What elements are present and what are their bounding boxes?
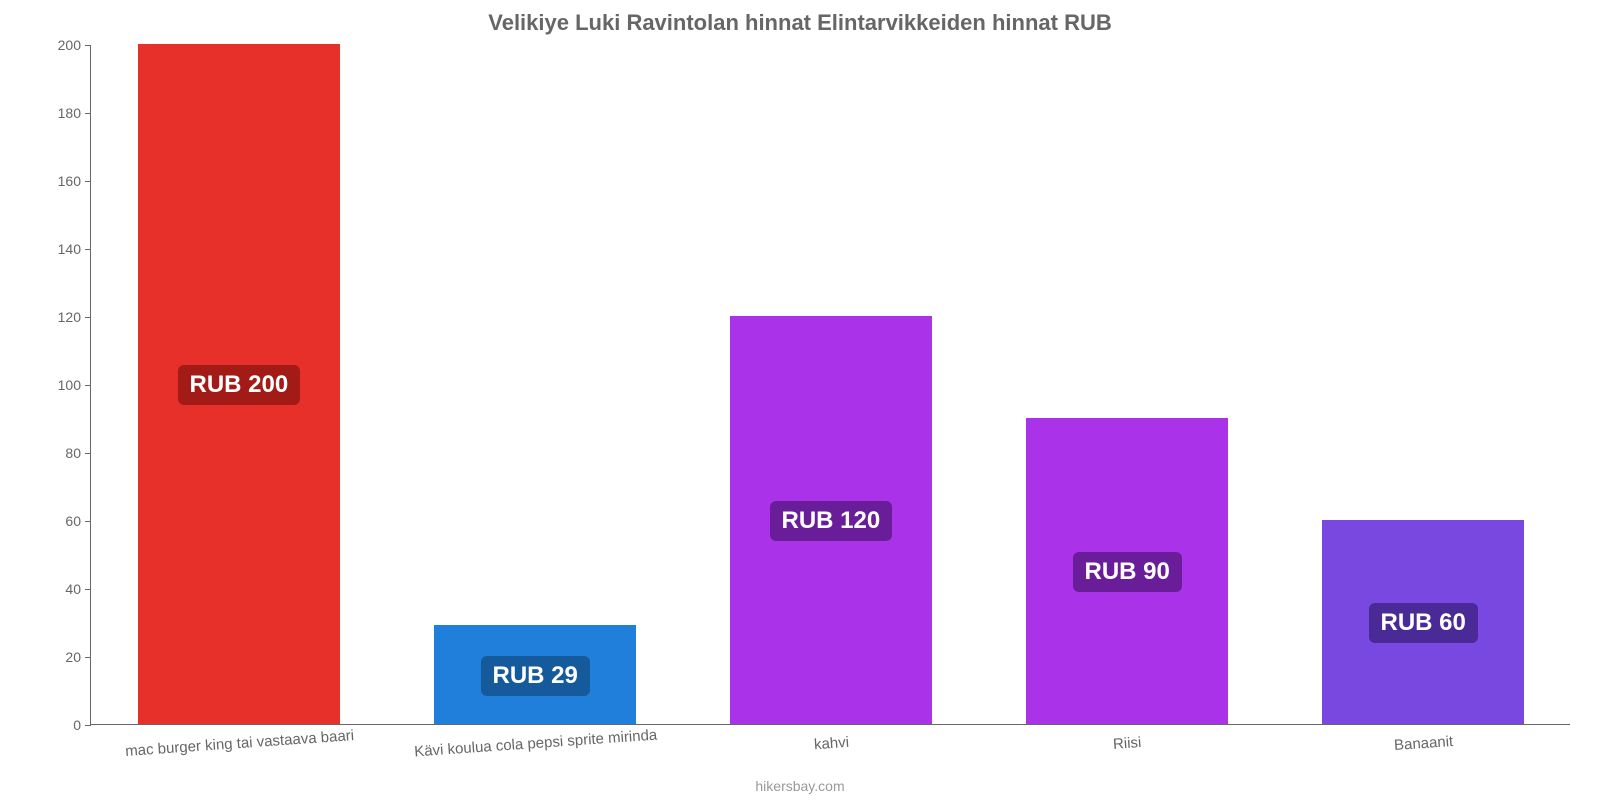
y-tick-label: 20 [65,649,81,665]
y-tick-label: 0 [73,717,81,733]
y-tick-mark [85,317,91,318]
y-tick-mark [85,181,91,182]
y-tick-label: 60 [65,513,81,529]
bar-value-label: RUB 29 [481,656,590,696]
y-tick-label: 140 [58,241,81,257]
bar-value-label: RUB 120 [770,501,893,541]
y-tick-label: 180 [58,105,81,121]
category-label: mac burger king tai vastaava baari [124,727,354,760]
y-tick-mark [85,45,91,46]
price-bar-chart: Velikiye Luki Ravintolan hinnat Elintarv… [0,0,1600,800]
y-tick-label: 120 [58,309,81,325]
y-tick-mark [85,725,91,726]
category-label: kahvi [813,734,849,753]
y-tick-mark [85,453,91,454]
y-tick-label: 80 [65,445,81,461]
plot-area: 020406080100120140160180200RUB 200mac bu… [90,45,1570,725]
category-label: Riisi [1112,734,1141,753]
y-tick-label: 200 [58,37,81,53]
y-tick-mark [85,589,91,590]
y-tick-mark [85,113,91,114]
y-tick-mark [85,657,91,658]
bar-value-label: RUB 90 [1073,552,1182,592]
y-tick-mark [85,521,91,522]
y-tick-label: 40 [65,581,81,597]
bar-value-label: RUB 60 [1369,603,1478,643]
y-tick-label: 160 [58,173,81,189]
category-label: Kävi koulua cola pepsi sprite mirinda [413,727,657,761]
y-tick-mark [85,385,91,386]
category-label: Banaanit [1393,733,1453,754]
bar-value-label: RUB 200 [178,365,301,405]
y-tick-label: 100 [58,377,81,393]
chart-title: Velikiye Luki Ravintolan hinnat Elintarv… [0,10,1600,36]
y-tick-mark [85,249,91,250]
attribution-text: hikersbay.com [0,778,1600,794]
